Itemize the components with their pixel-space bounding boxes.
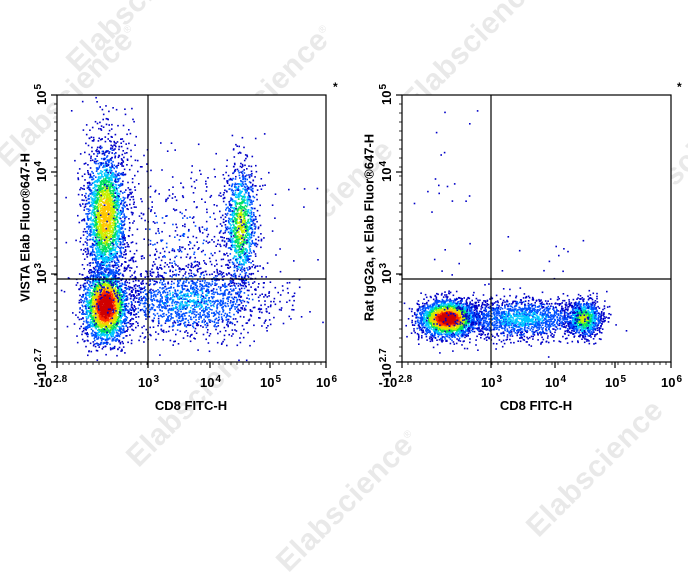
y-tick-label: 103 xyxy=(33,263,49,284)
x-tick-label: 105 xyxy=(605,374,626,390)
y-tick-label: -102.7 xyxy=(378,348,394,382)
x-tick-label: 106 xyxy=(661,374,682,390)
x-axis-label-right: CD8 FITC-H xyxy=(486,398,586,413)
y-axis-label-left: VISTA Elab Fluor®647-H xyxy=(18,128,33,328)
figure: Elabscience Elabscience® Elabscience Ela… xyxy=(0,0,688,490)
y-axis-label-right: Rat IgG2a, κ Elab Fluor®647-H xyxy=(362,118,377,338)
y-tick-label: 105 xyxy=(378,84,394,105)
x-tick-label: 106 xyxy=(316,374,337,390)
x-axis-label-left: CD8 FITC-H xyxy=(141,398,241,413)
dot-plots xyxy=(0,0,688,490)
plot-1 xyxy=(51,95,326,368)
x-tick-label: 104 xyxy=(545,374,566,390)
y-tick-label: -102.7 xyxy=(33,348,49,382)
x-tick-label: 103 xyxy=(481,374,502,390)
x-tick-label: 103 xyxy=(138,374,159,390)
y-tick-label: 103 xyxy=(378,263,394,284)
x-tick-label: 104 xyxy=(200,374,221,390)
corner-mark-right: * xyxy=(677,80,682,94)
plot-2 xyxy=(396,95,671,368)
y-tick-label: 104 xyxy=(33,161,49,182)
y-tick-label: 104 xyxy=(378,161,394,182)
x-tick-label: 105 xyxy=(260,374,281,390)
corner-mark-left: * xyxy=(333,80,338,94)
y-tick-label: 105 xyxy=(33,84,49,105)
